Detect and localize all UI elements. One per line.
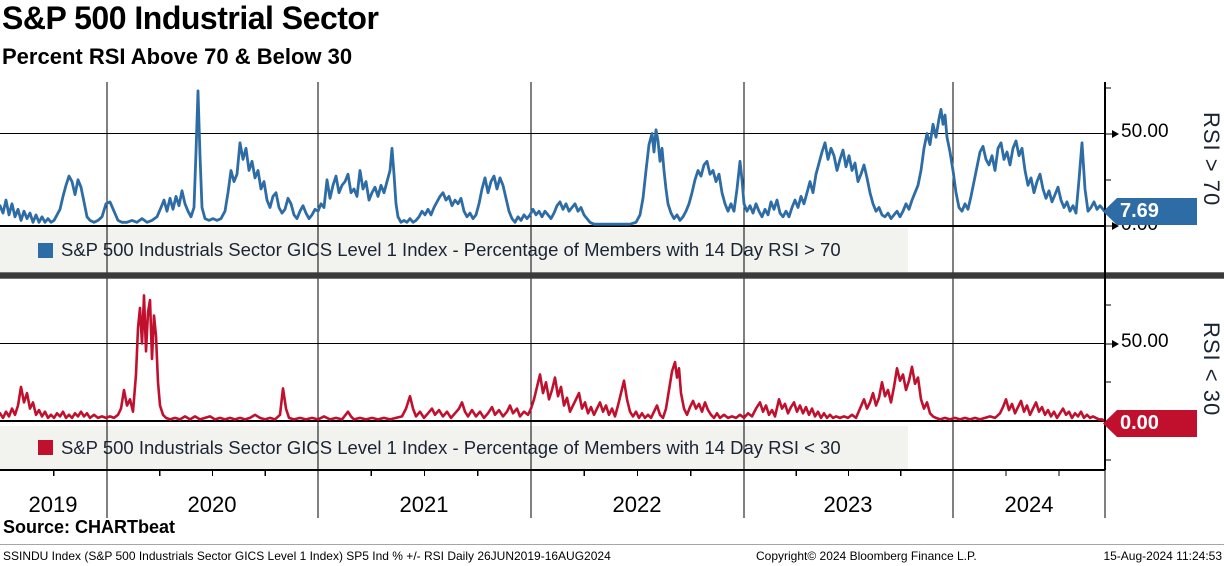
- y-tick-bottom-50: 50.00: [1121, 331, 1169, 352]
- axis-title-rsi-below-30: RSI < 30: [1199, 322, 1224, 417]
- legend-label: S&P 500 Industrials Sector GICS Level 1 …: [61, 436, 841, 458]
- page-subtitle: Percent RSI Above 70 & Below 30: [2, 44, 353, 69]
- legend-band-top: [0, 228, 908, 272]
- last-value-bottom: 0.00: [1120, 412, 1159, 434]
- series-line-rsi-above-70: [0, 89, 1107, 226]
- source-credit: Source: CHARTbeat: [3, 517, 176, 537]
- x-tick-2023: 2023: [823, 492, 873, 517]
- legend-band-bottom: [0, 426, 908, 469]
- x-tick-2021: 2021: [399, 492, 449, 517]
- footer-divider: [0, 544, 1224, 545]
- x-tick-2019: 2019: [28, 492, 78, 517]
- x-tick-2024: 2024: [1004, 492, 1054, 517]
- x-tick-2022: 2022: [612, 492, 662, 517]
- footer-timestamp: 15-Aug-2024 11:24:53: [1103, 549, 1222, 563]
- legend-item-rsi-below-30[interactable]: S&P 500 Industrials Sector GICS Level 1 …: [38, 426, 938, 469]
- series-line-rsi-below-30: [0, 294, 1107, 423]
- last-value-top: 7.69: [1120, 200, 1159, 222]
- axis-title-rsi-above-70: RSI > 70: [1199, 112, 1224, 207]
- legend-swatch-red-icon: [38, 440, 53, 455]
- legend-label: S&P 500 Industrials Sector GICS Level 1 …: [61, 239, 841, 260]
- last-value-badge-top: 7.69: [1103, 198, 1197, 225]
- legend-item-rsi-above-70[interactable]: S&P 500 Industrials Sector GICS Level 1 …: [38, 228, 938, 272]
- last-value-badge-bottom: 0.00: [1103, 410, 1197, 437]
- y-tick-top-50: 50.00: [1121, 121, 1169, 142]
- footer-copyright: Copyright© 2024 Bloomberg Finance L.P.: [756, 549, 977, 563]
- x-tick-2020: 2020: [187, 492, 237, 517]
- legend-swatch-blue-icon: [38, 242, 53, 258]
- footer-ticker-info: SSINDU Index (S&P 500 Industrials Sector…: [3, 549, 611, 563]
- page-title: S&P 500 Industrial Sector: [2, 0, 379, 36]
